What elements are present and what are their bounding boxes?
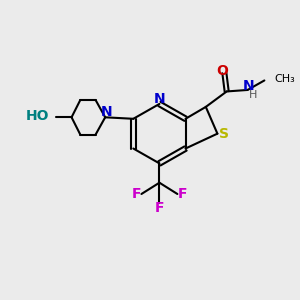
Text: F: F — [178, 187, 188, 201]
Text: S: S — [219, 127, 229, 141]
Text: H: H — [249, 90, 257, 100]
Text: F: F — [155, 201, 164, 215]
Text: F: F — [131, 187, 141, 201]
Text: O: O — [216, 64, 228, 78]
Text: N: N — [154, 92, 165, 106]
Text: N: N — [243, 79, 254, 93]
Text: CH₃: CH₃ — [274, 74, 295, 84]
Text: N: N — [101, 105, 112, 119]
Text: HO: HO — [26, 109, 49, 123]
